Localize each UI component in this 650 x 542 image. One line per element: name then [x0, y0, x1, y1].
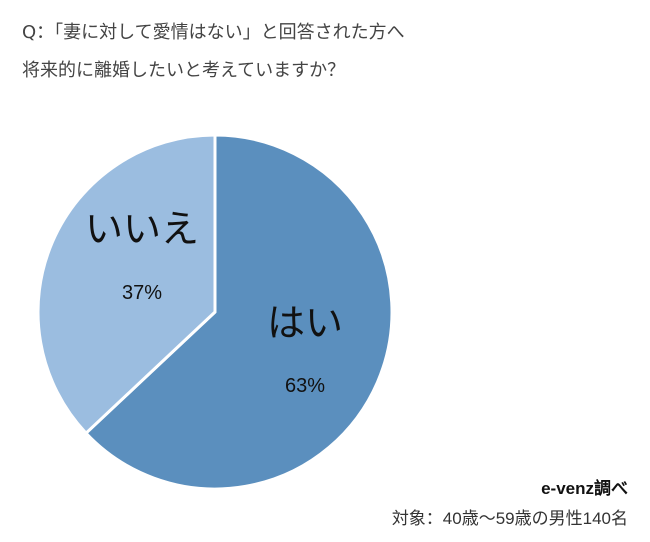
question-text: Q：「妻に対して愛情はない」と回答された方へ 将来的に離婚したいと考えていますか…	[22, 14, 405, 90]
pie-slice-yes	[84, 133, 394, 491]
slice-label-yes: はい	[267, 301, 343, 345]
question-line-2: 将来的に離婚したいと考えていますか？	[22, 60, 346, 81]
slice-value-yes: 63%	[285, 375, 325, 397]
slice-label-no: いいえ	[85, 207, 199, 251]
question-line-1: Q：「妻に対して愛情はない」と回答された方へ	[22, 22, 405, 43]
pie-slice-no	[36, 133, 217, 435]
survey-subject: 対象：40歳〜59歳の男性140名	[391, 509, 628, 528]
slice-value-no: 37%	[122, 282, 162, 304]
source-credit: e-venz調べ	[541, 479, 628, 498]
